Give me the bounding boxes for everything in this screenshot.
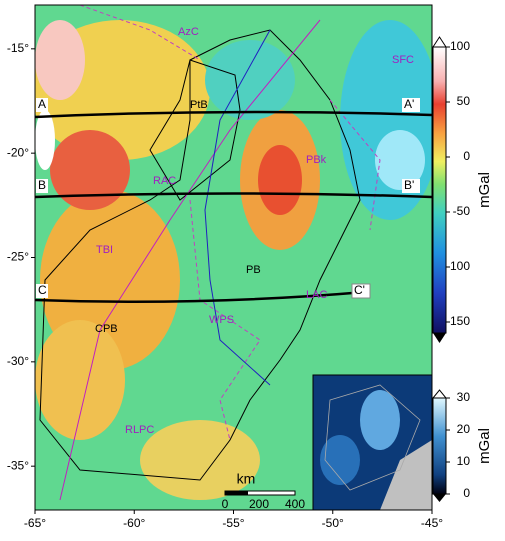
region-label: PtB xyxy=(190,99,208,111)
profile-label: B' xyxy=(404,178,414,192)
colorbar-tick-label: 20 xyxy=(457,422,471,436)
y-tick-label: -35° xyxy=(7,458,29,472)
colorbar-tick-label: 100 xyxy=(450,39,470,53)
colorbar-tick-label: 0 xyxy=(463,486,470,500)
scale-unit: km xyxy=(237,471,256,487)
profile-label: A' xyxy=(404,97,414,111)
colorbar-tick-label: 10 xyxy=(457,454,471,468)
x-tick-label: -65° xyxy=(24,516,46,530)
profile-label: C xyxy=(38,283,47,297)
inset-map xyxy=(312,374,433,511)
profile-label: A xyxy=(38,97,46,111)
region-label: WPS xyxy=(209,314,234,326)
colorbar-tick-label: 0 xyxy=(463,149,470,163)
x-tick-label: -50° xyxy=(322,516,344,530)
scale-tick: 200 xyxy=(249,497,269,511)
x-tick-label: -45° xyxy=(421,516,443,530)
region-label: LAC xyxy=(306,289,327,301)
region-label: TBI xyxy=(96,244,113,256)
scale-bar: km 0 200 400 xyxy=(222,471,306,511)
colorbar-label: mGal xyxy=(476,428,493,464)
region-label: PBk xyxy=(306,154,327,166)
map-outlines xyxy=(34,4,433,501)
scale-tick: 0 xyxy=(222,497,229,511)
colorbar-tick-label: 30 xyxy=(457,390,471,404)
y-tick-label: -30° xyxy=(7,354,29,368)
x-tick-label: -60° xyxy=(123,516,145,530)
colorbar-label: mGal xyxy=(476,172,493,208)
region-label: RAC xyxy=(153,175,176,187)
region-label: RLPC xyxy=(125,424,154,436)
region-label: PB xyxy=(246,264,261,276)
region-label: AzC xyxy=(178,26,199,38)
profile-label: B xyxy=(38,178,46,192)
colorbar-tick-label: -50 xyxy=(453,204,471,218)
profile-labels: A A' B B' C C' xyxy=(36,97,420,299)
profile-label: C' xyxy=(354,283,365,297)
colorbar-tick-label: -150 xyxy=(446,314,470,328)
y-tick-label: -15° xyxy=(7,41,29,55)
y-tick-label: -25° xyxy=(7,250,29,264)
inset-colorbar xyxy=(432,397,447,495)
scale-tick: 400 xyxy=(285,497,305,511)
y-tick-label: -20° xyxy=(7,145,29,159)
region-label: SFC xyxy=(392,54,414,66)
colorbar-tick-label: 50 xyxy=(457,94,471,108)
x-tick-label: -55° xyxy=(222,516,244,530)
region-label: CPB xyxy=(95,323,118,335)
colorbar xyxy=(432,46,447,334)
colorbar-tick-label: -100 xyxy=(446,259,470,273)
